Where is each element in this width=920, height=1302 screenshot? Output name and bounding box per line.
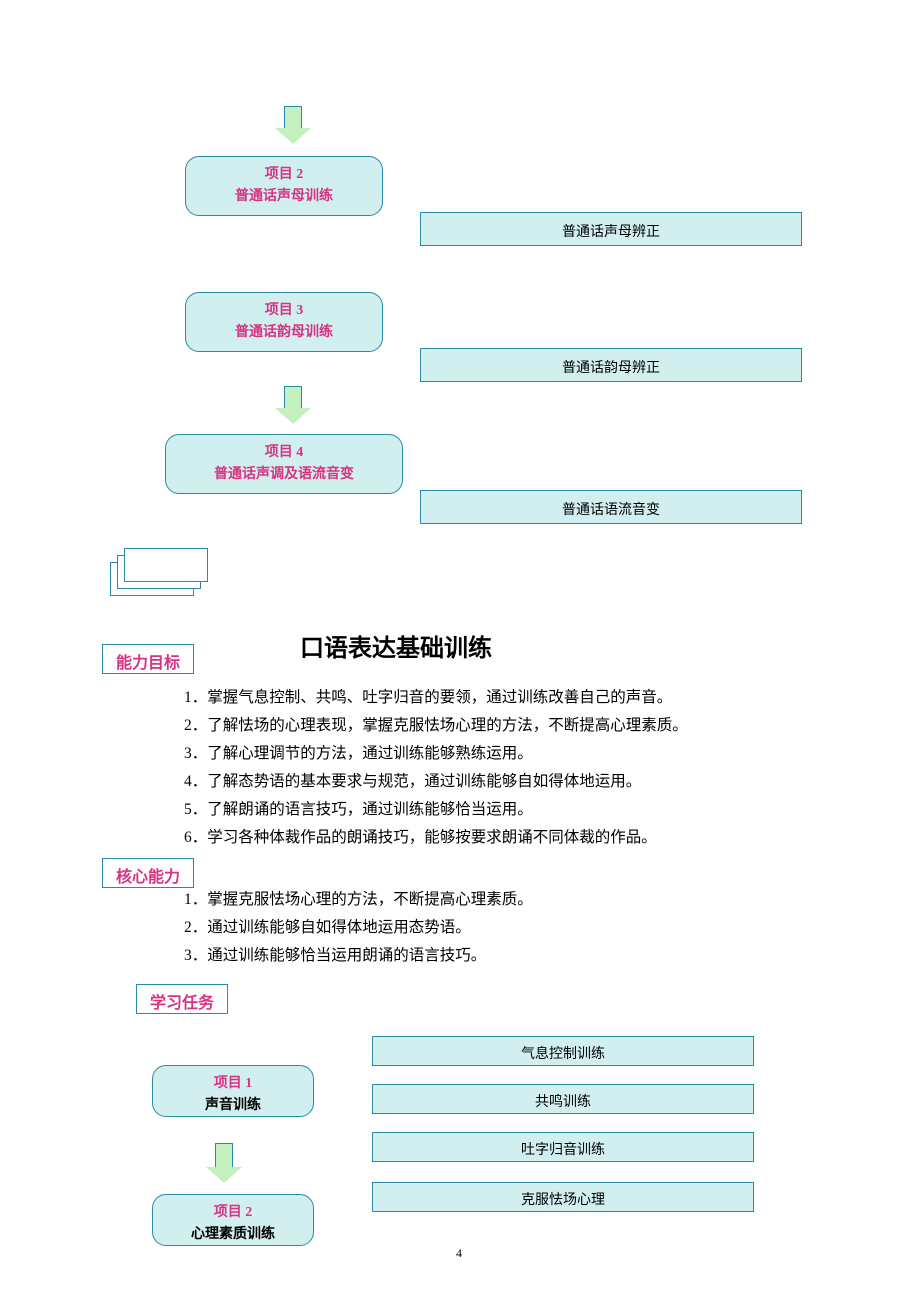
- detail-box-r4: 普通话语流音变: [420, 490, 802, 524]
- detail-box-r3: 普通话韵母辨正: [420, 348, 802, 382]
- section-headline: 口语表达基础训练: [300, 628, 492, 663]
- project-subtitle: 普通话声调及语流音变: [166, 463, 402, 483]
- project-title: 项目 3: [186, 299, 382, 319]
- ability-list-item: 3．了解心理调节的方法，通过训练能够熟练运用。: [184, 740, 688, 768]
- down-arrow-a1: [275, 386, 311, 424]
- detail-box-s2: 共鸣训练: [372, 1084, 754, 1114]
- module-stack: 模块二: [110, 548, 208, 596]
- ability-list-item: 1．掌握气息控制、共鸣、吐字归音的要领，通过训练改善自己的声音。: [184, 684, 688, 712]
- ability-list-item: 6．学习各种体裁作品的朗诵技巧，能够按要求朗诵不同体裁的作品。: [184, 824, 688, 852]
- project-subtitle: 普通话声母训练: [186, 185, 382, 205]
- core-list-item: 3．通过训练能够恰当运用朗诵的语言技巧。: [184, 942, 533, 970]
- project-box-p2: 项目 2普通话声母训练: [185, 156, 383, 216]
- core-list-item: 2．通过训练能够自如得体地运用态势语。: [184, 914, 533, 942]
- detail-box-s1: 气息控制训练: [372, 1036, 754, 1066]
- ability-list-item: 5．了解朗诵的语言技巧，通过训练能够恰当运用。: [184, 796, 688, 824]
- core-list: 1．掌握克服怯场心理的方法，不断提高心理素质。2．通过训练能够自如得体地运用态势…: [184, 886, 533, 970]
- ability-list-item: 4．了解态势语的基本要求与规范，通过训练能够自如得体地运用。: [184, 768, 688, 796]
- label-pill-core: 核心能力: [102, 858, 194, 888]
- project-title: 项目 1: [153, 1072, 313, 1092]
- project-subtitle: 心理素质训练: [153, 1223, 313, 1243]
- project-box-p3: 项目 3普通话韵母训练: [185, 292, 383, 352]
- project-title: 项目 2: [186, 163, 382, 183]
- detail-box-r2: 普通话声母辨正: [420, 212, 802, 246]
- project-box-pb1: 项目 1声音训练: [152, 1065, 314, 1117]
- project-subtitle: 声音训练: [153, 1094, 313, 1114]
- core-list-item: 1．掌握克服怯场心理的方法，不断提高心理素质。: [184, 886, 533, 914]
- project-box-p4: 项目 4普通话声调及语流音变: [165, 434, 403, 494]
- detail-box-s3: 吐字归音训练: [372, 1132, 754, 1162]
- arrow-head: [206, 1167, 242, 1183]
- project-subtitle: 普通话韵母训练: [186, 321, 382, 341]
- arrow-stem: [284, 106, 302, 128]
- detail-box-s4: 克服怯场心理: [372, 1182, 754, 1212]
- page-number: 4: [456, 1246, 462, 1261]
- module-card-back: [124, 548, 208, 582]
- down-arrow-a0: [275, 106, 311, 144]
- down-arrow-a2: [206, 1143, 242, 1183]
- project-title: 项目 2: [153, 1201, 313, 1221]
- ability-list: 1．掌握气息控制、共鸣、吐字归音的要领，通过训练改善自己的声音。2．了解怯场的心…: [184, 684, 688, 852]
- ability-list-item: 2．了解怯场的心理表现，掌握克服怯场心理的方法，不断提高心理素质。: [184, 712, 688, 740]
- arrow-head: [275, 408, 311, 424]
- arrow-head: [275, 128, 311, 144]
- label-pill-ability: 能力目标: [102, 644, 194, 674]
- project-title: 项目 4: [166, 441, 402, 461]
- label-pill-task: 学习任务: [136, 984, 228, 1014]
- arrow-stem: [215, 1143, 233, 1167]
- arrow-stem: [284, 386, 302, 408]
- project-box-pb2: 项目 2心理素质训练: [152, 1194, 314, 1246]
